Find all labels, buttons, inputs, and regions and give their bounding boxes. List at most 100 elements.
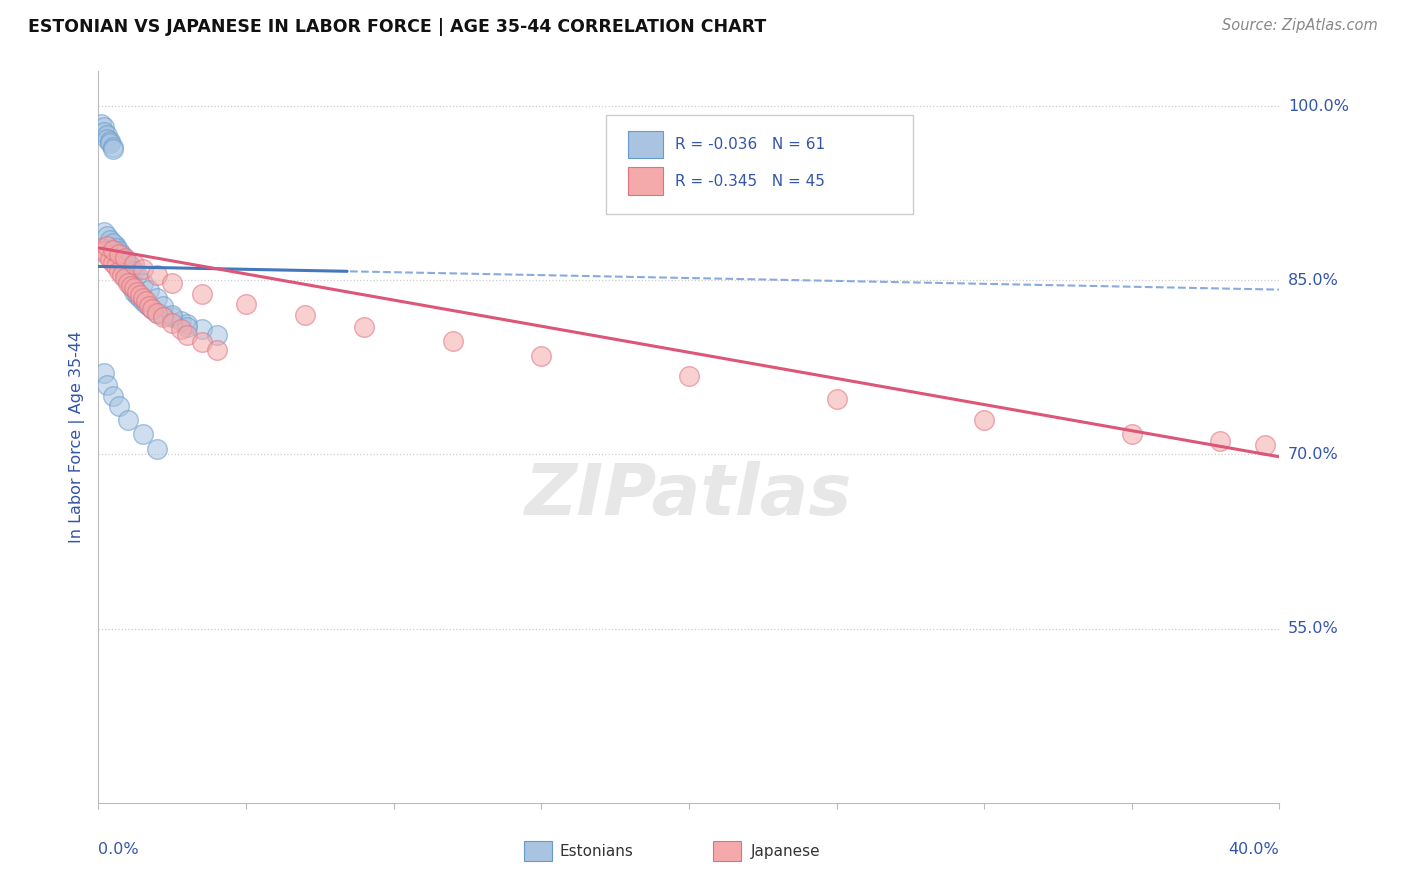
Point [98,233,121,247]
Point [96,248,118,262]
Point [170,322,193,336]
Point [114,252,136,266]
Point [117,271,139,285]
Point [353,319,375,334]
Point [1121,426,1143,441]
Point [125,268,148,282]
Point [93,366,115,380]
Point [441,334,464,348]
Point [98,136,121,151]
Point [120,279,142,293]
Point [205,343,228,357]
Point [103,140,125,154]
FancyBboxPatch shape [627,167,664,195]
Y-axis label: In Labor Force | Age 35-44: In Labor Force | Age 35-44 [69,331,86,543]
Point [146,268,169,282]
Point [973,412,995,426]
Point [122,281,145,295]
Point [122,257,145,271]
Point [98,252,121,267]
Point [103,256,125,270]
Point [108,399,131,413]
Point [108,252,131,267]
Point [96,128,118,143]
Text: Japanese: Japanese [751,844,820,859]
Point [103,142,125,156]
FancyBboxPatch shape [713,841,741,862]
Point [122,285,145,299]
Point [132,291,155,305]
Point [93,120,115,134]
Point [122,281,145,295]
Point [146,291,169,305]
Point [96,238,118,252]
Point [103,243,125,257]
Point [162,316,183,330]
Point [176,319,198,334]
Text: 40.0%: 40.0% [1229,842,1279,856]
Point [114,271,136,285]
Point [93,244,115,259]
Point [135,296,157,310]
Text: Estonians: Estonians [560,844,633,859]
Text: 0.0%: 0.0% [98,842,139,856]
Text: 100.0%: 100.0% [1288,99,1348,113]
Point [138,299,160,313]
Point [132,261,155,276]
Point [108,244,131,259]
Text: 85.0%: 85.0% [1288,273,1339,288]
Point [1254,438,1277,452]
Text: R = -0.345   N = 45: R = -0.345 N = 45 [675,174,825,188]
Point [90,117,112,131]
Point [117,256,139,270]
Point [152,299,174,313]
Point [93,225,115,239]
Point [96,377,118,392]
Point [191,287,214,301]
Point [162,276,183,290]
Point [108,246,131,260]
Point [294,308,316,322]
Point [125,288,148,302]
Text: Source: ZipAtlas.com: Source: ZipAtlas.com [1222,18,1378,33]
Point [141,302,163,317]
Text: 55.0%: 55.0% [1288,621,1339,636]
Point [152,310,174,325]
Point [530,349,553,363]
Point [162,310,183,325]
Point [152,308,174,322]
Point [111,268,134,282]
Point [825,392,848,406]
Point [125,285,148,299]
Point [132,276,155,290]
Point [120,276,142,290]
Point [132,426,155,441]
Point [117,273,139,287]
Text: 70.0%: 70.0% [1288,447,1339,462]
Point [235,296,257,310]
Point [98,134,121,148]
Point [120,279,142,293]
Point [103,236,125,251]
Point [105,244,128,259]
Point [191,334,214,349]
Point [96,229,118,244]
Text: R = -0.036   N = 61: R = -0.036 N = 61 [675,137,825,152]
Point [146,306,169,320]
Point [117,276,139,290]
Point [96,131,118,145]
Point [108,248,131,262]
Text: ESTONIAN VS JAPANESE IN LABOR FORCE | AGE 35-44 CORRELATION CHART: ESTONIAN VS JAPANESE IN LABOR FORCE | AG… [28,18,766,36]
Point [105,260,128,274]
Point [111,256,134,270]
Point [170,314,193,328]
Point [128,291,150,305]
Point [90,241,112,255]
Point [105,241,128,255]
Point [122,264,145,278]
Point [678,368,700,383]
Point [132,294,155,309]
Point [103,389,125,403]
Point [111,260,134,274]
Point [128,288,150,302]
